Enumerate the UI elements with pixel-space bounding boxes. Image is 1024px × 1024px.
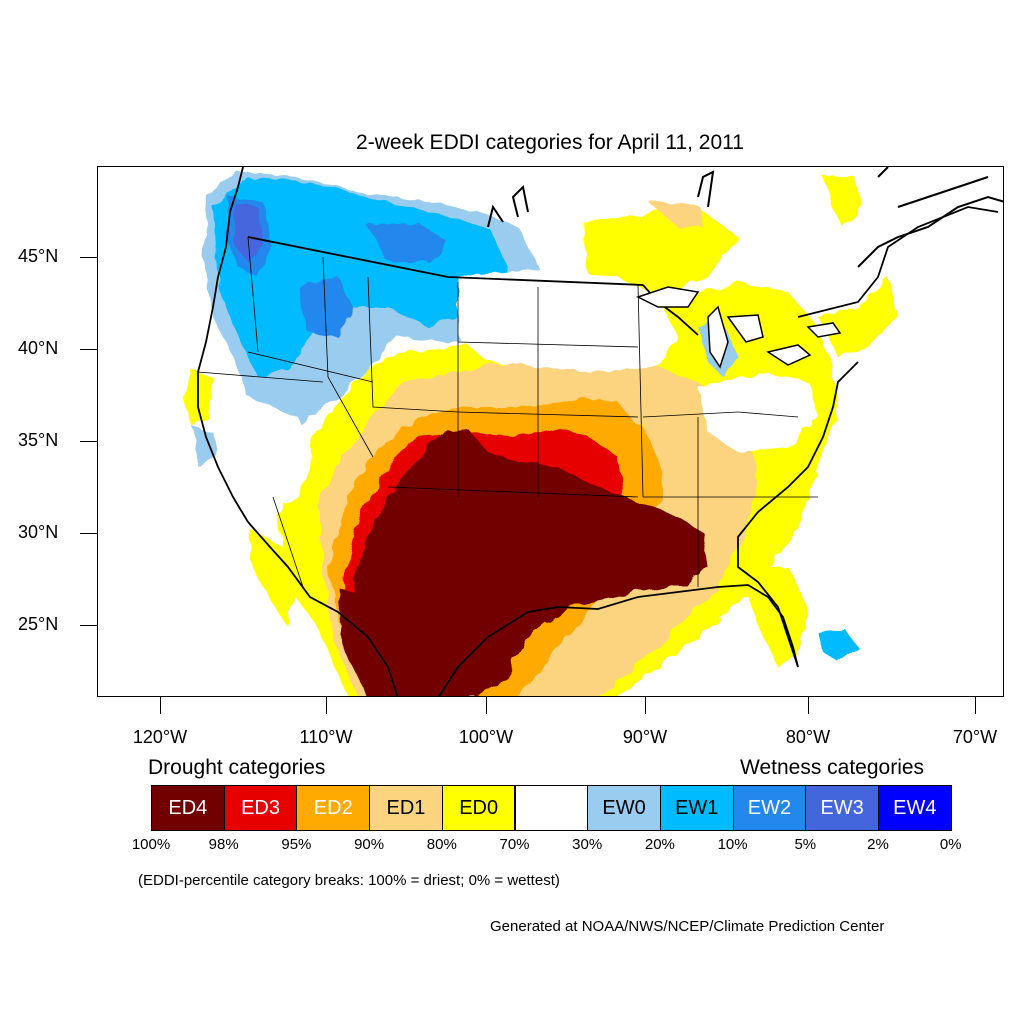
- legend-swatch-ed0: ED0: [441, 785, 516, 831]
- ed0-region-northeast: [818, 277, 898, 357]
- ew3-region-washington: [233, 202, 263, 262]
- legend-percentile-label: 5%: [794, 836, 817, 853]
- legend-swatch-ew1: EW1: [659, 785, 734, 831]
- legend-swatch-ed4: ED4: [151, 785, 225, 831]
- ew2-region-idaho: [298, 277, 353, 337]
- neutral-region-northern-plains: [458, 267, 678, 372]
- lon-tick-110: [326, 697, 327, 714]
- great-lakes: [636, 286, 842, 369]
- ew2-region-montana: [368, 222, 448, 262]
- legend-percentile-label: 80%: [426, 836, 457, 853]
- lon-tick-80: [808, 697, 809, 714]
- ed1-region-upper-midwest: [648, 202, 703, 227]
- lon-label-70: 70°W: [952, 727, 998, 747]
- lat-label-25: 25°N: [18, 614, 59, 634]
- lon-label-100: 100°W: [458, 727, 514, 747]
- state-borders: [197, 236, 818, 588]
- legend-percentile-label: 10%: [717, 836, 748, 853]
- legend-swatch-ew3: EW3: [805, 785, 879, 831]
- ew0-region-texas-panhandle: [193, 427, 218, 467]
- ed0-region-california: [248, 527, 298, 627]
- category-breaks-note: (EDDI-percentile category breaks: 100% =…: [138, 872, 560, 889]
- country-outline: [197, 167, 999, 696]
- ew1-region-northwest: [213, 177, 508, 377]
- legend-percentile-label: 30%: [572, 836, 603, 853]
- edddi-map: [183, 167, 1003, 696]
- legend-percentile-label: 90%: [354, 836, 385, 853]
- ed4-region-texas-south: [338, 587, 438, 696]
- map-title: 2-week EDDI categories for April 11, 201…: [356, 131, 744, 154]
- lat-label-45: 45°N: [18, 246, 59, 266]
- legend-swatch-ed1: ED1: [369, 785, 443, 831]
- lon-tick-70: [975, 697, 976, 714]
- wetness-heading: Wetness categories: [740, 756, 925, 779]
- drought-heading: Drought categories: [148, 756, 326, 779]
- neutral-region-great-basin: [248, 397, 313, 507]
- lat-label-40: 40°N: [18, 338, 59, 358]
- lon-label-110: 110°W: [299, 727, 353, 747]
- legend-swatch-ew4: EW4: [878, 785, 952, 831]
- credit-text: Generated at NOAA/NWS/NCEP/Climate Predi…: [490, 918, 885, 935]
- lat-tick-35: [80, 441, 97, 442]
- legend-percentile-label: 98%: [208, 836, 239, 853]
- legend-swatch-ed2: ED2: [296, 785, 371, 831]
- lat-tick-25: [80, 625, 97, 626]
- lon-label-80: 80°W: [785, 727, 831, 747]
- lat-label-30: 30°N: [18, 522, 59, 542]
- lon-tick-120: [160, 697, 161, 714]
- lon-label-90: 90°W: [622, 727, 668, 747]
- neutral-region-ohio-valley: [698, 372, 818, 452]
- ed4-region-south-central: [353, 429, 708, 696]
- legend-percentile-label: 70%: [499, 836, 530, 853]
- legend-percentile-label: 20%: [644, 836, 675, 853]
- lat-tick-40: [80, 349, 97, 350]
- ed0-region-florida: [738, 567, 808, 667]
- lat-tick-30: [80, 533, 97, 534]
- lat-label-35: 35°N: [18, 430, 59, 450]
- lat-tick-45: [80, 257, 97, 258]
- lon-tick-90: [645, 697, 646, 714]
- ew1-region-florida-keys: [818, 627, 858, 662]
- legend-percentile-label: 2%: [867, 836, 889, 853]
- legend-swatch-ed3: ED3: [223, 785, 298, 831]
- lon-label-120: 120°W: [132, 727, 188, 747]
- legend-swatch-ew2: EW2: [732, 785, 807, 831]
- legend-percentile-label: 100%: [131, 836, 171, 853]
- map-panel: [97, 166, 1004, 697]
- legend-swatch-neutral: [514, 785, 589, 831]
- legend-percentile-label: 0%: [939, 836, 962, 853]
- legend-percentile-label: 95%: [281, 836, 312, 853]
- legend-swatch-ew0: EW0: [587, 785, 661, 831]
- ed0-region-maine: [823, 175, 863, 227]
- lon-tick-100: [486, 697, 487, 714]
- canada-outline: [487, 167, 1003, 268]
